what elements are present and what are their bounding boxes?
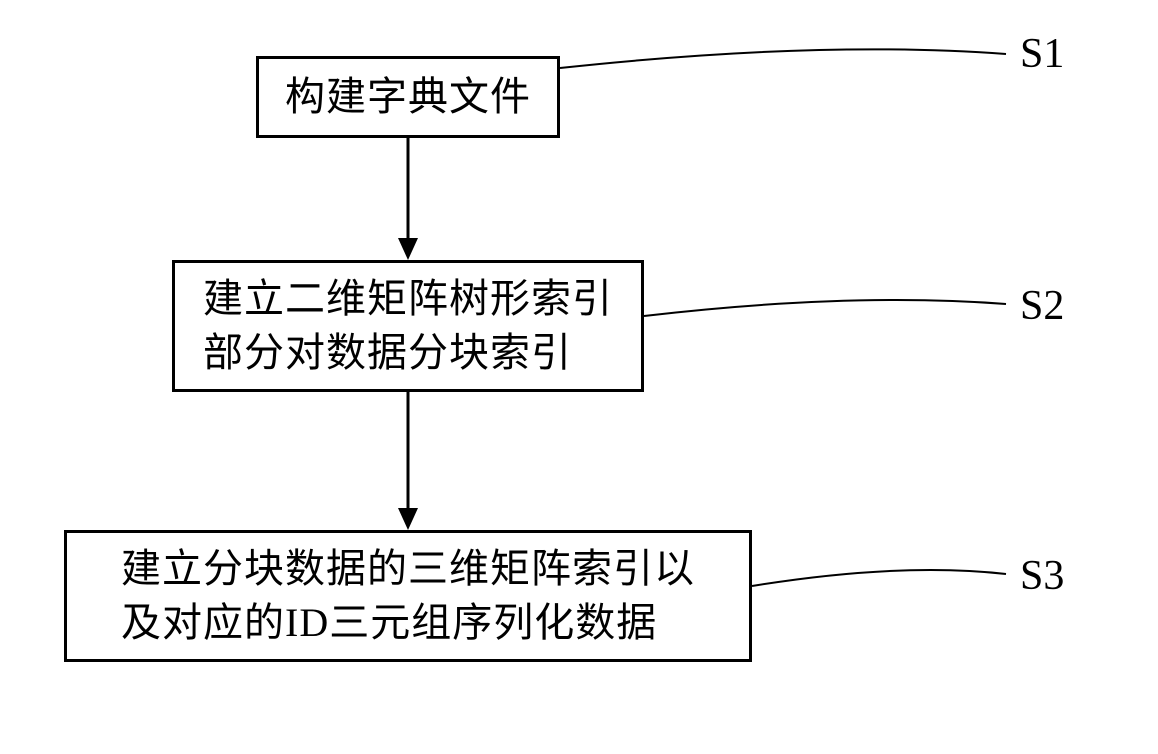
flow-node-s3: 建立分块数据的三维矩阵索引以 及对应的ID三元组序列化数据 bbox=[64, 530, 752, 662]
flow-node-s1-text: 构建字典文件 bbox=[285, 70, 531, 124]
edge-s2-s3 bbox=[398, 392, 418, 530]
leader-s2 bbox=[644, 300, 1006, 316]
flow-label-s3: S3 bbox=[1020, 552, 1064, 600]
flow-node-s3-text: 建立分块数据的三维矩阵索引以 及对应的ID三元组序列化数据 bbox=[121, 542, 695, 650]
flow-node-s2: 建立二维矩阵树形索引 部分对数据分块索引 bbox=[172, 260, 644, 392]
edge-s1-s2 bbox=[398, 138, 418, 260]
flow-label-s2: S2 bbox=[1020, 282, 1064, 330]
leader-s1 bbox=[560, 49, 1006, 68]
diagram-canvas: 构建字典文件 S1 建立二维矩阵树形索引 部分对数据分块索引 S2 建立分块数据… bbox=[0, 0, 1158, 754]
flow-node-s2-text: 建立二维矩阵树形索引 部分对数据分块索引 bbox=[203, 272, 613, 380]
flow-node-s1: 构建字典文件 bbox=[256, 56, 560, 138]
flow-label-s1: S1 bbox=[1020, 30, 1064, 78]
leader-s3 bbox=[752, 570, 1006, 586]
